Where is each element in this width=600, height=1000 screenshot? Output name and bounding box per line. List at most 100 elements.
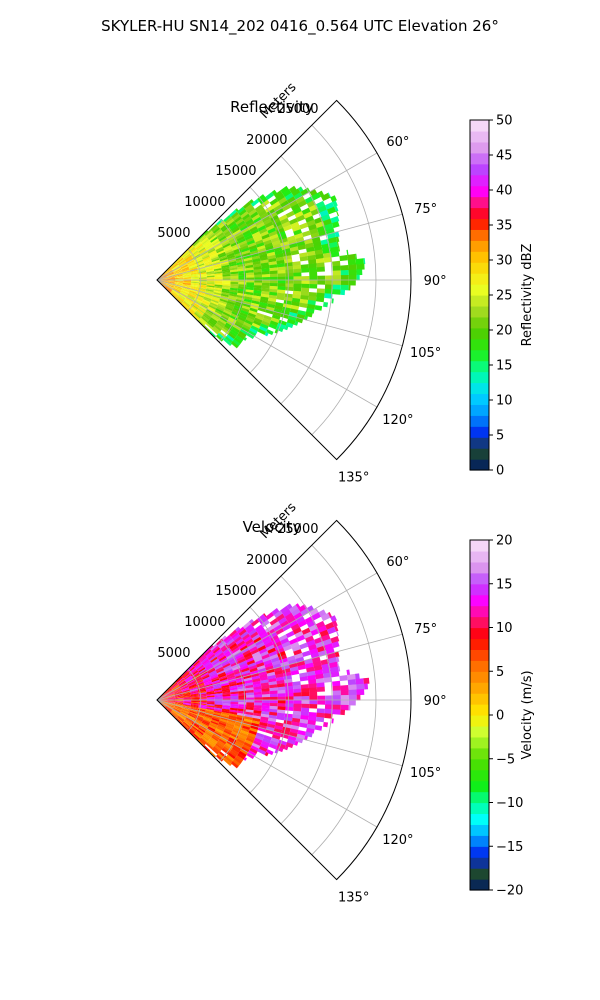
colorbar-segment bbox=[470, 758, 489, 771]
colorbar-tick-label: 35 bbox=[496, 219, 513, 234]
colorbar-tick-label: 50 bbox=[496, 114, 513, 129]
colorbar-segment bbox=[470, 382, 489, 395]
angle-tick-label: 120° bbox=[382, 833, 413, 848]
echo-field bbox=[158, 603, 370, 769]
colorbar-segment bbox=[470, 437, 489, 449]
colorbar-segment bbox=[470, 605, 489, 618]
colorbar-tick-label: 10 bbox=[496, 621, 513, 636]
colorbar-tick-label: 5 bbox=[496, 429, 504, 444]
colorbar-segment bbox=[470, 747, 489, 760]
colorbar-segment bbox=[470, 404, 489, 416]
reflectivity-panel: 60° 75° 90° 105° 120° 135° 5000 10000 15000 20000… bbox=[156, 80, 535, 486]
colorbar-tick-label: 20 bbox=[496, 534, 513, 549]
colorbar-segment bbox=[470, 649, 489, 661]
colorbar-segment bbox=[470, 349, 489, 362]
colorbar-tick-label: 0 bbox=[496, 464, 504, 479]
colorbar-segment bbox=[470, 835, 489, 847]
angle-tick-label: 120° bbox=[382, 413, 413, 428]
angle-tick-label: 60° bbox=[386, 555, 409, 570]
colorbar-segment bbox=[470, 262, 489, 274]
colorbar-segment bbox=[470, 671, 489, 683]
colorbar-segment bbox=[470, 791, 489, 804]
colorbar-segment bbox=[470, 846, 489, 858]
colorbar-segment bbox=[470, 715, 489, 727]
range-tick-label: 15000 bbox=[215, 164, 256, 179]
colorbar-segment bbox=[470, 879, 489, 891]
colorbar-segment bbox=[470, 704, 489, 716]
colorbar-segment bbox=[470, 627, 489, 640]
range-tick-label: 15000 bbox=[215, 584, 256, 599]
colorbar: 0 5 10 15 20 25 30 35 40 45 50 Reflectivity dBZ bbox=[469, 114, 535, 479]
colorbar-segment bbox=[470, 550, 489, 563]
colorbar-tick-label: 0 bbox=[496, 709, 504, 724]
colorbar-segment bbox=[470, 360, 489, 373]
sector-frame bbox=[156, 99, 412, 461]
sector-frame bbox=[156, 519, 412, 881]
colorbar-segment bbox=[470, 141, 489, 154]
colorbar-tick-label: 25 bbox=[496, 289, 513, 304]
angle-tick-label: 135° bbox=[338, 471, 369, 486]
colorbar-segment bbox=[470, 616, 489, 629]
colorbar-segment bbox=[470, 583, 489, 596]
colorbar-segment bbox=[470, 813, 489, 825]
velocity-panel: 60° 75° 90° 105° 120° 135° 5000 10000 15000 20000… bbox=[156, 500, 535, 906]
colorbar-tick-label: 15 bbox=[496, 577, 513, 592]
colorbar-segment bbox=[470, 725, 489, 738]
colorbar-tick-label: 10 bbox=[496, 394, 513, 409]
colorbar-label: Velocity (m/s) bbox=[520, 670, 535, 759]
colorbar-segment bbox=[470, 638, 489, 650]
figure-title: SKYLER-HU SN14_202 0416_0.564 UTC Elevat… bbox=[101, 17, 499, 36]
panel-title: Reflectivity bbox=[230, 98, 314, 116]
colorbar-segment bbox=[470, 660, 489, 672]
colorbar-segment bbox=[470, 561, 489, 574]
colorbar-segment bbox=[470, 857, 489, 869]
azimuth-spoke bbox=[156, 213, 403, 281]
range-tick-label: 25000 bbox=[277, 522, 318, 537]
azimuth-spoke bbox=[156, 699, 403, 767]
colorbar: −20 −15 −10 −5 0 5 10 15 20 Velocity (m/s) bbox=[469, 534, 535, 899]
angle-tick-label: 90° bbox=[424, 694, 447, 709]
colorbar-segment bbox=[470, 207, 489, 220]
colorbar-segment bbox=[470, 736, 489, 749]
range-tick-label: 5000 bbox=[157, 646, 190, 661]
angle-tick-label: 135° bbox=[338, 891, 369, 906]
colorbar-segment bbox=[470, 415, 489, 427]
angle-tick-label: 90° bbox=[424, 274, 447, 289]
angle-tick-label: 75° bbox=[414, 202, 437, 217]
azimuth-spoke bbox=[156, 279, 378, 408]
panel-title: Velocity bbox=[243, 518, 302, 536]
colorbar-tick-label: 45 bbox=[496, 149, 513, 164]
range-tick-label: 25000 bbox=[277, 102, 318, 117]
azimuth-spoke bbox=[156, 699, 378, 828]
colorbar-segment bbox=[470, 174, 489, 187]
angle-tick-label: 75° bbox=[414, 622, 437, 637]
colorbar-segment bbox=[470, 185, 489, 198]
colorbar-segment bbox=[470, 251, 489, 263]
angle-tick-label: 105° bbox=[410, 766, 441, 781]
colorbar-segment bbox=[470, 316, 489, 329]
colorbar-tick-label: 20 bbox=[496, 324, 513, 339]
colorbar-segment bbox=[470, 393, 489, 405]
colorbar-tick-label: −5 bbox=[496, 752, 515, 767]
colorbar-segment bbox=[470, 780, 489, 793]
colorbar-segment bbox=[470, 240, 489, 252]
colorbar-segment bbox=[470, 802, 489, 815]
colorbar-tick-label: 15 bbox=[496, 359, 513, 374]
colorbar-label: Reflectivity dBZ bbox=[520, 244, 535, 347]
colorbar-segment bbox=[470, 273, 489, 285]
colorbar-segment bbox=[470, 196, 489, 209]
range-tick-label: 20000 bbox=[246, 133, 287, 148]
azimuth-spoke bbox=[156, 279, 403, 347]
azimuth-spoke bbox=[156, 633, 403, 701]
colorbar-tick-label: 40 bbox=[496, 184, 513, 199]
colorbar-segment bbox=[470, 295, 489, 307]
colorbar-segment bbox=[470, 682, 489, 694]
colorbar-segment bbox=[470, 594, 489, 607]
colorbar-tick-label: −10 bbox=[496, 796, 523, 811]
colorbar-tick-label: −20 bbox=[496, 884, 523, 899]
colorbar-tick-label: 5 bbox=[496, 665, 504, 680]
colorbar-segment bbox=[470, 284, 489, 296]
colorbar-segment bbox=[470, 824, 489, 836]
range-tick-label: 10000 bbox=[184, 195, 225, 210]
